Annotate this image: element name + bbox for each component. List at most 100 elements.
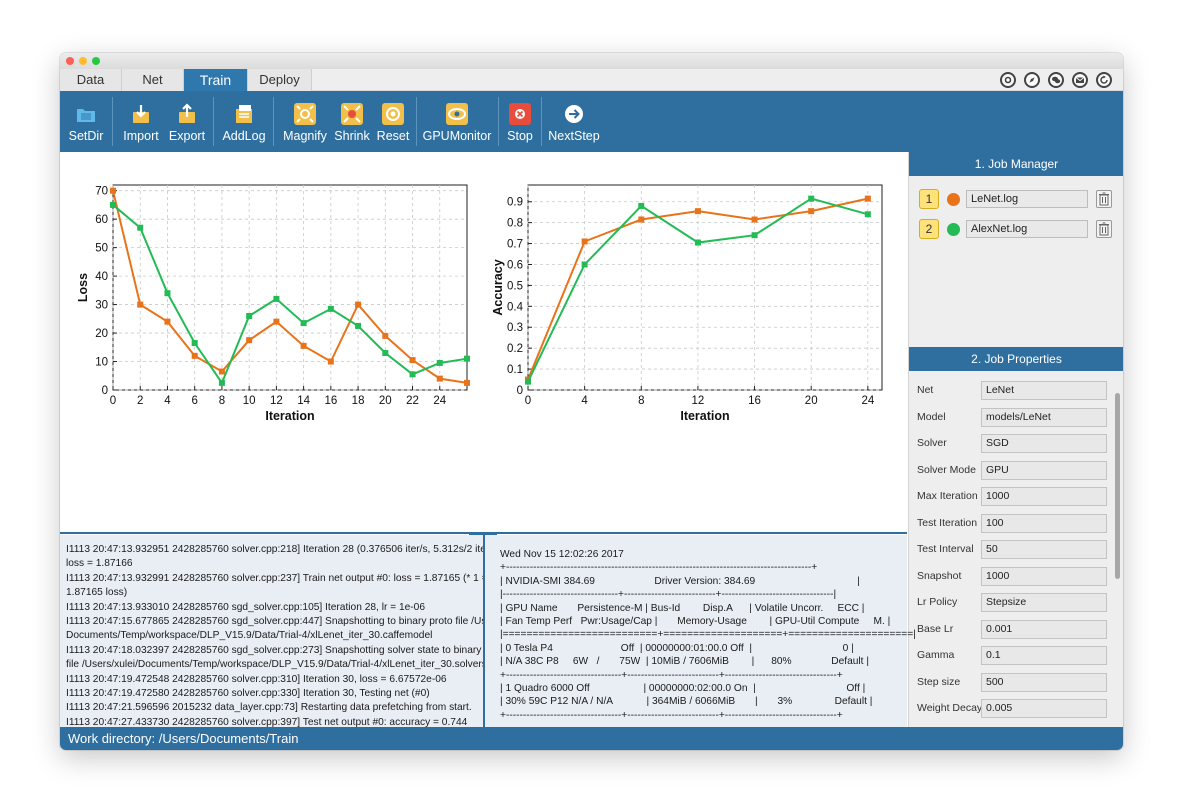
tab-data[interactable]: Data [60, 69, 122, 91]
tab-net[interactable]: Net [122, 69, 184, 91]
y-tick-label: 0.4 [507, 301, 524, 313]
property-value-field[interactable]: 0.1 [981, 646, 1107, 665]
property-value-field[interactable]: 0.005 [981, 699, 1107, 718]
data-point [638, 216, 645, 223]
job-color-dot [947, 193, 960, 206]
job-name-field[interactable]: AlexNet.log [966, 220, 1088, 238]
data-point [464, 355, 470, 362]
property-value-field[interactable]: 1000 [981, 487, 1107, 506]
log-line: I1113 20:47:19.472548 2428285760 solver.… [66, 673, 447, 685]
log-line: I1113 20:47:15.677865 2428285760 sgd_sol… [66, 616, 528, 628]
magnify-button[interactable]: Magnify [281, 91, 329, 152]
property-value-field[interactable]: Stepsize [981, 593, 1107, 612]
toolbar-separator [498, 97, 499, 146]
gpu-output-line: | 30% 59C P12 N/A / N/A | 364MiB / 6066M… [500, 696, 873, 708]
job-number-badge[interactable]: 1 [919, 189, 939, 209]
stop-button[interactable]: Stop [502, 91, 538, 152]
magnify-label: Magnify [283, 129, 327, 143]
mail-icon[interactable] [1072, 72, 1088, 88]
x-tick-label: 0 [525, 395, 531, 407]
data-point [581, 261, 588, 268]
import-button[interactable]: Import [118, 91, 164, 152]
property-value-field[interactable]: 1000 [981, 566, 1107, 586]
maximize-window-button[interactable] [92, 57, 100, 65]
wechat-icon[interactable] [1048, 72, 1064, 88]
x-tick-label: 18 [352, 395, 365, 407]
y-tick-label: 0.6 [507, 259, 523, 271]
data-point [581, 238, 588, 245]
gpu-monitor-label: GPUMonitor [422, 129, 492, 143]
property-label: Test Interval [917, 543, 974, 555]
property-value-field[interactable]: LeNet [981, 381, 1107, 400]
data-point [191, 352, 198, 359]
title-bar [60, 53, 1123, 69]
property-value-field[interactable]: GPU [981, 460, 1107, 480]
property-value-field[interactable]: models/LeNet [981, 407, 1107, 427]
properties-scrollbar[interactable] [1115, 393, 1120, 579]
property-label: Model [917, 410, 946, 423]
addlog-icon [233, 103, 255, 125]
data-point [164, 290, 171, 297]
gpu-output-line: +----------------------------------+----… [500, 669, 843, 681]
data-point [218, 379, 225, 386]
next-step-button[interactable]: NextStep [547, 91, 601, 152]
property-value-field[interactable]: 100 [981, 513, 1107, 533]
log-line: loss = 1.87166 [66, 558, 133, 570]
compass-icon[interactable] [1024, 72, 1040, 88]
log-line: Documents/Temp/workspace/DLP_V15.9/Data/… [66, 630, 433, 642]
export-button[interactable]: Export [164, 91, 210, 152]
reset-button[interactable]: Reset [373, 91, 413, 152]
x-tick-label: 0 [110, 395, 116, 407]
setdir-button[interactable]: SetDir [62, 91, 110, 152]
trash-icon[interactable] [1096, 190, 1112, 208]
property-value-field[interactable]: SGD [981, 434, 1107, 453]
addlog-button[interactable]: AddLog [220, 91, 268, 152]
y-tick-label: 0.8 [507, 218, 523, 230]
x-tick-label: 22 [406, 395, 419, 407]
y-tick-label: 60 [95, 214, 108, 226]
gpu-output-line: | Fan Temp Perf Pwr:Usage/Cap | Memory-U… [500, 616, 891, 628]
property-label: Base Lr [917, 622, 954, 635]
data-point [382, 349, 389, 356]
property-value-field[interactable]: 50 [981, 540, 1107, 559]
stop-icon [509, 103, 531, 125]
y-tick-label: 50 [95, 243, 108, 255]
gpu-output-line: |----------------------------------+----… [500, 589, 837, 601]
gpu-output-line: | GPU Name Persistence-M | Bus-Id Disp.A… [500, 602, 865, 614]
job-color-dot [947, 223, 960, 236]
data-point [864, 195, 871, 202]
property-label: Step size [917, 675, 961, 688]
log-line: I1113 20:47:13.932991 2428285760 solver.… [66, 572, 488, 584]
job-properties-title: 2. Job Properties [909, 347, 1123, 371]
gpu-output-line: | 1 Quadro 6000 Off | 00000000:02:00.0 O… [500, 683, 866, 695]
data-point [382, 332, 389, 339]
data-point [327, 305, 334, 312]
reset-label: Reset [376, 129, 410, 143]
close-window-button[interactable] [66, 57, 74, 65]
y-tick-label: 30 [95, 300, 108, 312]
gpu-output-line: Wed Nov 15 12:02:26 2017 [500, 549, 624, 560]
shrink-button[interactable]: Shrink [332, 91, 372, 152]
property-value-field[interactable]: 0.001 [981, 619, 1107, 639]
x-tick-label: 6 [191, 395, 197, 407]
job-number-badge[interactable]: 2 [919, 219, 939, 239]
gpu-monitor-button[interactable]: GPUMonitor [422, 91, 492, 152]
property-value-field[interactable]: 500 [981, 672, 1107, 692]
data-point [751, 232, 758, 239]
data-point [864, 211, 871, 218]
gpu-output-line: +----------------------------------+----… [500, 709, 843, 721]
tab-deploy[interactable]: Deploy [248, 69, 312, 91]
job-name-field[interactable]: LeNet.log [966, 190, 1088, 208]
log-line: I1113 20:47:21.596596 2015232 data_layer… [66, 702, 472, 714]
gear-icon[interactable] [1000, 72, 1016, 88]
data-point [300, 320, 307, 327]
toolbar-separator [541, 97, 542, 146]
tab-train[interactable]: Train [184, 69, 248, 91]
x-tick-label: 4 [164, 395, 171, 407]
minimize-window-button[interactable] [79, 57, 87, 65]
log-line: I1113 20:47:27.433730 2428285760 solver.… [66, 716, 468, 728]
refresh-icon[interactable] [1096, 72, 1112, 88]
log-line: I1113 20:47:13.933010 2428285760 sgd_sol… [66, 601, 426, 613]
data-point [246, 337, 253, 344]
trash-icon[interactable] [1096, 220, 1112, 238]
